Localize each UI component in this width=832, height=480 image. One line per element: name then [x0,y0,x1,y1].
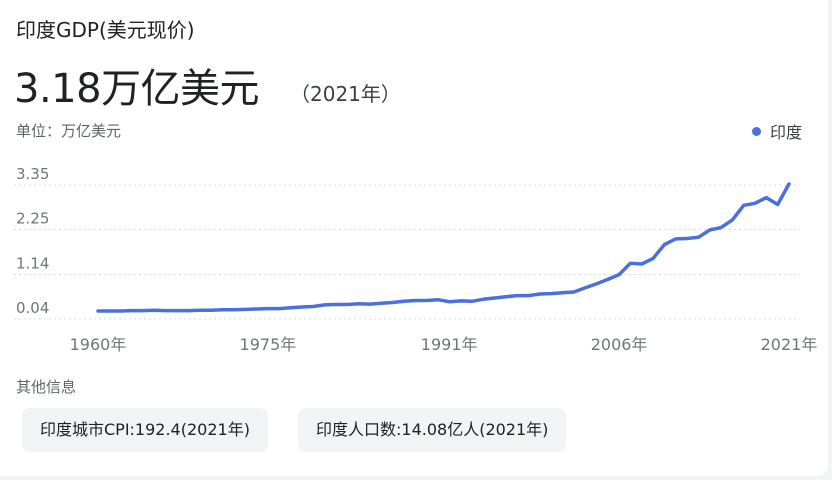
legend-dot-icon [751,126,761,136]
x-tick-label: 1960年 [70,335,127,354]
legend: 印度 [751,119,802,143]
x-tick-label: 1991年 [421,335,478,354]
cpi-chip[interactable]: 印度城市CPI:192.4(2021年) [22,408,268,452]
x-tick-label: 2006年 [591,335,648,354]
x-tick-label: 1975年 [240,335,297,354]
series-line-india [96,182,791,313]
y-tick-label: 1.14 [16,254,49,272]
population-chip[interactable]: 印度人口数:14.08亿人(2021年) [298,408,567,452]
gdp-line-chart: 3.35 2.25 1.14 0.04 1960年 1975年 1991年 2006年 202… [14,165,818,354]
gdp-value: 3.18万亿美元 [14,66,260,112]
other-info-label: 其他信息 [16,378,77,396]
unit-label: 单位：万亿美元 [16,122,122,140]
chart-title: 印度GDP(美元现价) [16,18,195,42]
x-tick-label: 2021年 [761,335,818,354]
legend-label: 印度 [769,123,802,142]
y-tick-label: 2.25 [16,210,49,228]
value-year: （2021年） [290,82,401,106]
y-tick-label: 3.35 [16,165,49,183]
y-tick-label: 0.04 [16,299,49,317]
